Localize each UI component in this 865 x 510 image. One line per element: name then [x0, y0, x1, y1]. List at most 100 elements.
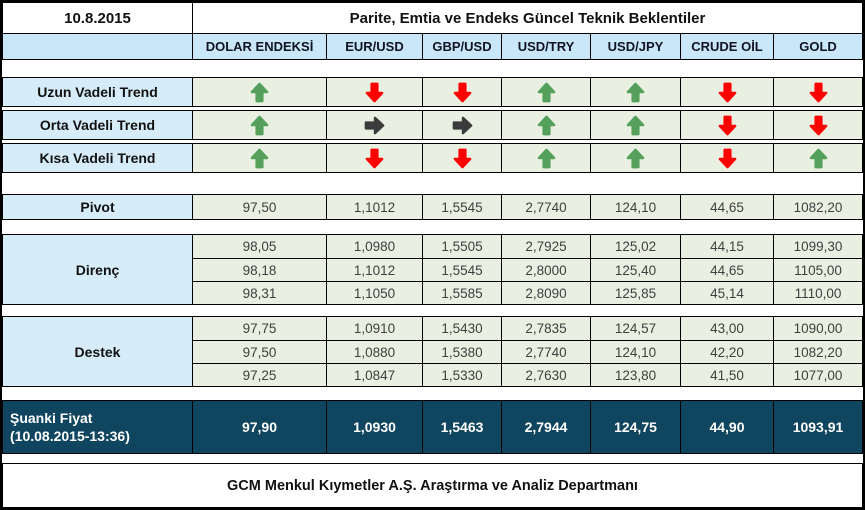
trend-arrow-icon [809, 82, 827, 102]
column-header-usd-jpy: USD/JPY [590, 33, 680, 59]
support-value-cell: 42,20 [680, 340, 773, 363]
trend-cell [501, 144, 590, 172]
support-value-cell: 1,5330 [422, 363, 501, 386]
support-value-cell: 97,50 [192, 340, 326, 363]
footer-text: GCM Menkul Kıymetler A.Ş. Araştırma ve A… [227, 477, 638, 494]
trend-arrow-icon [250, 148, 269, 168]
pivot-value-cell: 1082,20 [773, 195, 862, 219]
trend-arrow-icon [250, 115, 269, 135]
current-price-value-cell: 97,90 [192, 401, 326, 453]
trend-cell [501, 111, 590, 139]
column-header-empty [3, 33, 192, 59]
pivot-value-cell: 2,7740 [501, 195, 590, 219]
trend-cell [773, 78, 862, 106]
trend-arrow-icon [537, 148, 555, 168]
trend-arrow-icon [537, 115, 555, 135]
trend-arrow-icon [365, 148, 384, 168]
current-price-value-cell: 1,0930 [326, 401, 422, 453]
support-value-cell: 2,7835 [501, 317, 590, 340]
long-term-trend-row: Uzun Vadeli Trend [2, 77, 863, 107]
trend-arrow-icon [365, 82, 384, 102]
report-date: 10.8.2015 [64, 9, 131, 27]
current-price-value-cell: 44,90 [680, 401, 773, 453]
support-value-cell: 1,0847 [326, 363, 422, 386]
pivot-value-cell: 124,10 [590, 195, 680, 219]
trend-row-label: Uzun Vadeli Trend [3, 78, 192, 106]
current-price-value-cell: 2,7944 [501, 401, 590, 453]
trend-cell [326, 144, 422, 172]
resistance-value-cell: 1,1012 [326, 258, 422, 281]
trend-arrow-icon [250, 82, 269, 102]
trend-arrow-icon [626, 115, 645, 135]
trend-arrow-icon [626, 148, 645, 168]
pivot-value-cell: 97,50 [192, 195, 326, 219]
resistance-label: Direnç [3, 235, 192, 304]
support-value-cell: 97,25 [192, 363, 326, 386]
trend-arrow-icon [718, 148, 736, 168]
resistance-block: Direnç 98,05 1,0980 1,5505 2,7925 125,02… [2, 234, 863, 305]
support-value-cell: 2,7740 [501, 340, 590, 363]
resistance-value-cell: 1,1050 [326, 281, 422, 304]
trend-cell [773, 111, 862, 139]
current-price-value-cell: 124,75 [590, 401, 680, 453]
column-header-usd-try: USD/TRY [501, 33, 590, 59]
support-value-cell: 97,75 [192, 317, 326, 340]
column-header-gbp-usd: GBP/USD [422, 33, 501, 59]
pivot-label: Pivot [3, 195, 192, 219]
support-value-cell: 1090,00 [773, 317, 862, 340]
resistance-value-cell: 125,40 [590, 258, 680, 281]
trend-cell [590, 78, 680, 106]
resistance-value-cell: 44,65 [680, 258, 773, 281]
trend-row-label: Kısa Vadeli Trend [3, 144, 192, 172]
trend-cell [422, 111, 501, 139]
report-title: Parite, Emtia ve Endeks Güncel Teknik Be… [192, 3, 862, 33]
trend-cell [192, 78, 326, 106]
trend-cell [590, 111, 680, 139]
support-value-cell: 43,00 [680, 317, 773, 340]
current-price-value-cell: 1,5463 [422, 401, 501, 453]
trend-row-label: Orta Vadeli Trend [3, 111, 192, 139]
trend-cell [680, 111, 773, 139]
pivot-row: Pivot 97,50 1,1012 1,5545 2,7740 124,10 … [2, 194, 863, 220]
resistance-value-cell: 1099,30 [773, 235, 862, 258]
support-value-cell: 1,5430 [422, 317, 501, 340]
resistance-value-cell: 2,8090 [501, 281, 590, 304]
resistance-value-cell: 2,7925 [501, 235, 590, 258]
resistance-value-cell: 1105,00 [773, 258, 862, 281]
pivot-value-cell: 1,5545 [422, 195, 501, 219]
trend-cell [773, 144, 862, 172]
resistance-value-cell: 44,15 [680, 235, 773, 258]
current-price-label-line1: Şuanki Fiyat [10, 409, 93, 426]
support-value-cell: 1,5380 [422, 340, 501, 363]
current-price-label: Şuanki Fiyat (10.08.2015-13:36) [3, 401, 192, 453]
support-value-cell: 41,50 [680, 363, 773, 386]
trend-arrow-icon [452, 116, 472, 134]
footer-band: GCM Menkul Kıymetler A.Ş. Araştırma ve A… [2, 463, 863, 508]
trend-cell [326, 111, 422, 139]
support-value-cell: 124,10 [590, 340, 680, 363]
trend-arrow-icon [718, 115, 736, 135]
resistance-value-cell: 125,02 [590, 235, 680, 258]
support-value-cell: 1082,20 [773, 340, 862, 363]
trend-arrow-icon [537, 82, 555, 102]
trend-cell [590, 144, 680, 172]
support-block: Destek 97,75 1,0910 1,5430 2,7835 124,57… [2, 316, 863, 387]
current-price-label-line2: (10.08.2015-13:36) [10, 428, 130, 444]
current-price-row: Şuanki Fiyat (10.08.2015-13:36) 97,90 1,… [2, 400, 863, 454]
trend-arrow-icon [809, 148, 827, 168]
trend-arrow-icon [626, 82, 645, 102]
trend-cell [422, 144, 501, 172]
trend-arrow-icon [453, 82, 471, 102]
resistance-value-cell: 98,18 [192, 258, 326, 281]
trend-cell [501, 78, 590, 106]
header-band: 10.8.2015 Parite, Emtia ve Endeks Güncel… [2, 2, 863, 60]
trend-cell [680, 78, 773, 106]
trend-cell [680, 144, 773, 172]
trend-cell [422, 78, 501, 106]
resistance-value-cell: 98,31 [192, 281, 326, 304]
support-value-cell: 123,80 [590, 363, 680, 386]
support-value-cell: 2,7630 [501, 363, 590, 386]
column-header-dollar-index: DOLAR ENDEKSİ [192, 33, 326, 59]
resistance-value-cell: 1,5505 [422, 235, 501, 258]
